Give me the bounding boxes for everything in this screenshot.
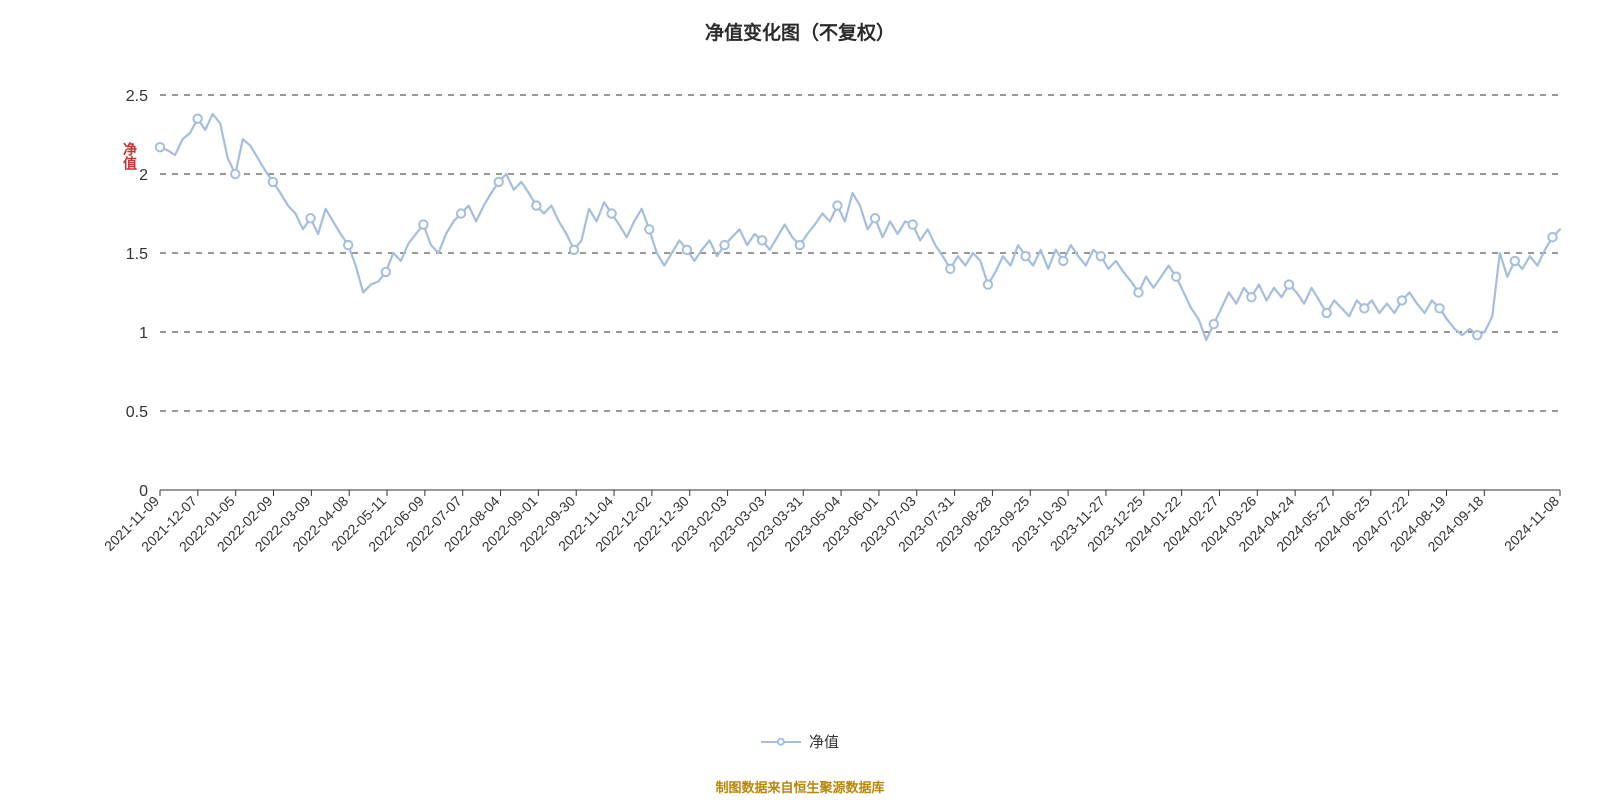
chart-footer-note: 制图数据来自恒生聚源数据库 <box>0 777 1600 796</box>
chart-plot-svg: 00.511.522.52021-11-092021-12-072022-01-… <box>0 0 1600 800</box>
svg-text:1: 1 <box>139 325 148 342</box>
legend-marker-icon <box>777 737 785 745</box>
svg-text:1.5: 1.5 <box>126 246 148 263</box>
svg-text:2.5: 2.5 <box>126 88 148 105</box>
nav-chart: 净值变化图（不复权） 净值 00.511.522.52021-11-092021… <box>0 0 1600 800</box>
chart-legend: 净值 <box>0 731 1600 752</box>
legend-line-icon <box>761 741 801 743</box>
svg-text:2024-11-08: 2024-11-08 <box>1501 493 1562 554</box>
legend-label: 净值 <box>809 731 839 752</box>
svg-text:2: 2 <box>139 167 148 184</box>
svg-text:0.5: 0.5 <box>126 404 148 421</box>
